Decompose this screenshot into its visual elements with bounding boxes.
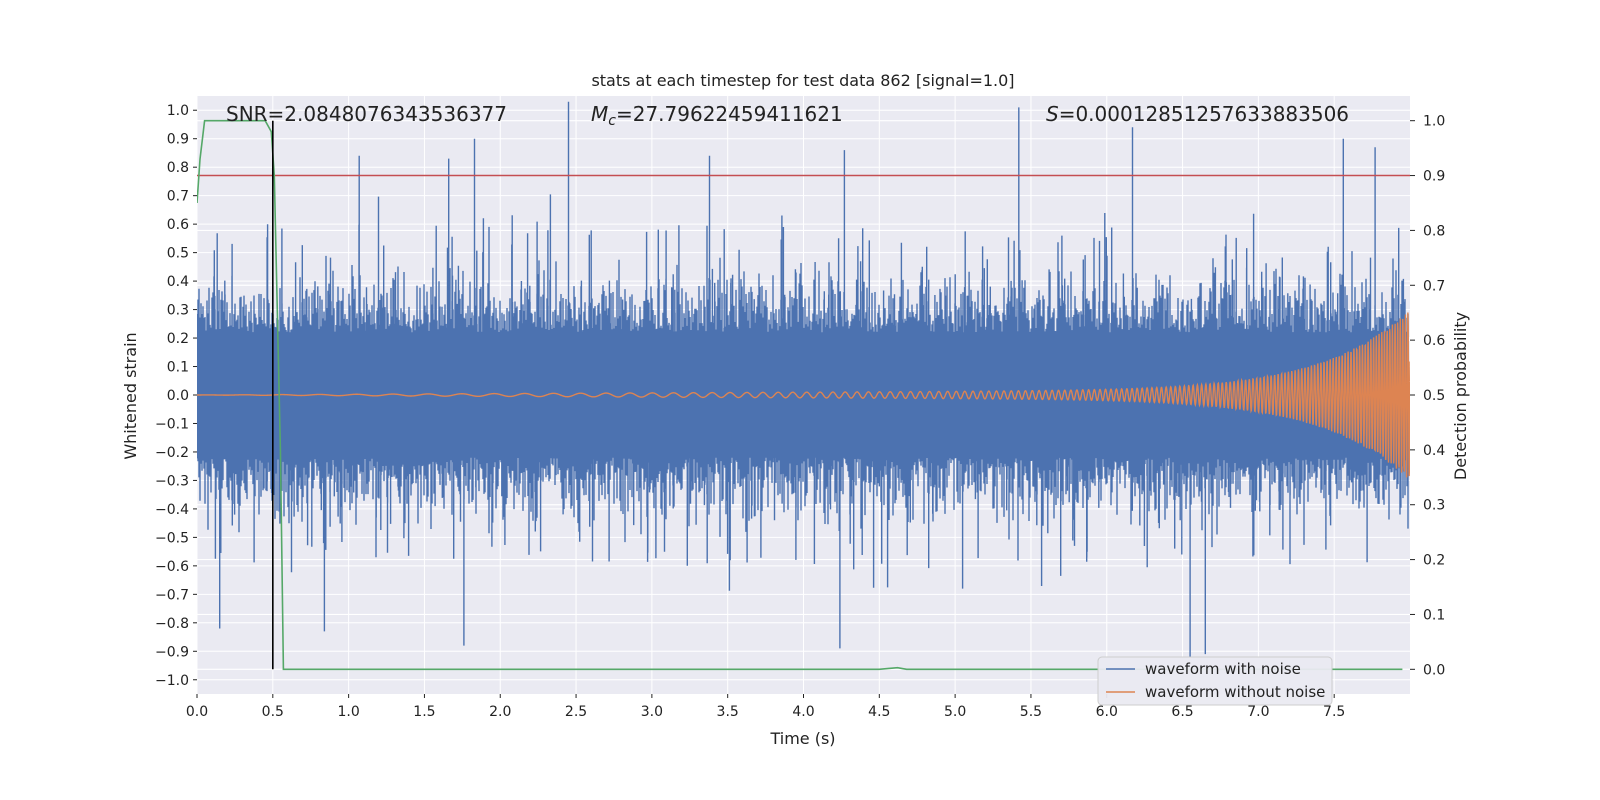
y-axis-ticks: 1.0 0.9 0.8 0.7 0.6 0.5 0.4 0.3 0.2 0.1 0.0 −0.1 −0.…	[155, 103, 197, 689]
x-tick-label: 3.5	[717, 704, 739, 720]
y-tick-label: 0.1	[167, 360, 189, 376]
y-tick-label: 0.9	[167, 132, 189, 148]
y-tick-label: −0.9	[155, 644, 189, 660]
s-value: =0.0001285125763388350​6	[1059, 102, 1349, 126]
y2-axis-ticks: 1.0 0.9 0.8 0.7 0.6 0.5 0.4 0.3 0.2 0.1 0.0	[1410, 114, 1445, 678]
y-tick-label: −0.6	[155, 559, 189, 575]
y-tick-label: −0.8	[155, 616, 189, 632]
x-tick-label: 6.0	[1096, 704, 1118, 720]
y-tick-label: −0.2	[155, 445, 189, 461]
y-tick-label: 0.8	[167, 160, 189, 176]
x-tick-label: 2.0	[489, 704, 511, 720]
y2-axis-label: Detection probability	[1451, 312, 1470, 480]
x-tick-label: 0.5	[262, 704, 284, 720]
y-axis-label: Whitened strain	[121, 332, 140, 459]
y-tick-label: 0.2	[167, 331, 189, 347]
y2-tick-label: 0.3	[1423, 498, 1445, 514]
x-tick-label: 4.0	[792, 704, 814, 720]
y-tick-label: −0.7	[155, 587, 189, 603]
y2-tick-label: 0.2	[1423, 553, 1445, 569]
x-tick-label: 0.0	[186, 704, 208, 720]
y-tick-label: 0.7	[167, 189, 189, 205]
y-tick-label: 0.4	[167, 274, 189, 290]
clean-waveform-line	[197, 312, 1410, 478]
y-tick-label: −0.4	[155, 502, 189, 518]
y-tick-label: 1.0	[167, 103, 189, 119]
y2-tick-label: 0.1	[1423, 607, 1445, 623]
x-tick-label: 6.5	[1171, 704, 1193, 720]
y-tick-label: 0.3	[167, 303, 189, 319]
y2-tick-label: 0.4	[1423, 443, 1445, 459]
chirp-mass-value: =27.79622459411621	[616, 102, 843, 126]
chirp-mass-annotation: Mc=27.79622459411621	[591, 102, 843, 129]
plot-series	[197, 101, 1410, 671]
y-tick-label: −0.5	[155, 530, 189, 546]
x-tick-label: 3.0	[641, 704, 663, 720]
y2-tick-label: 0.0	[1423, 662, 1445, 678]
y-tick-label: −0.1	[155, 416, 189, 432]
x-tick-label: 4.5	[868, 704, 890, 720]
y2-tick-label: 0.9	[1423, 169, 1445, 185]
y2-tick-label: 0.6	[1423, 333, 1445, 349]
x-tick-label: 1.5	[413, 704, 435, 720]
y-tick-label: 0.0	[167, 388, 189, 404]
x-tick-label: 5.5	[1020, 704, 1042, 720]
snr-annotation: SNR=2.0848076343536377	[226, 102, 507, 126]
x-tick-label: 7.5	[1323, 704, 1345, 720]
y2-tick-label: 0.7	[1423, 278, 1445, 294]
chirp-mass-symbol: M	[591, 102, 608, 126]
y2-tick-label: 0.5	[1423, 388, 1445, 404]
chirp-mass-subscript: c	[608, 113, 616, 129]
x-tick-label: 1.0	[337, 704, 359, 720]
y2-tick-label: 1.0	[1423, 114, 1445, 130]
legend-box	[1097, 656, 1333, 706]
x-tick-label: 2.5	[565, 704, 587, 720]
y-tick-label: 0.6	[167, 217, 189, 233]
x-axis-label: Time (s)	[769, 729, 835, 748]
s-symbol: S	[1046, 102, 1059, 126]
s-annotation: S=0.0001285125763388350​6	[1046, 102, 1349, 126]
y-tick-label: 0.5	[167, 246, 189, 262]
detection-probability-line	[197, 119, 1403, 671]
y-tick-label: −0.3	[155, 473, 189, 489]
x-tick-label: 5.0	[944, 704, 966, 720]
y2-tick-label: 0.8	[1423, 223, 1445, 239]
legend-label-noise: waveform with noise	[1145, 660, 1301, 678]
x-tick-label: 7.0	[1247, 704, 1269, 720]
chart-title: stats at each timestep for test data 862…	[591, 71, 1014, 90]
legend-label-clean: waveform without noise	[1145, 683, 1325, 701]
y-tick-label: −1.0	[155, 673, 189, 689]
x-axis-ticks: 0.0 0.5 1.0 1.5 2.0 2.5 3.0 3.5 4.0 4.5 5.0 5.5 6.0 6…	[186, 694, 1345, 720]
legend: waveform with noise waveform without noi…	[1097, 656, 1333, 706]
